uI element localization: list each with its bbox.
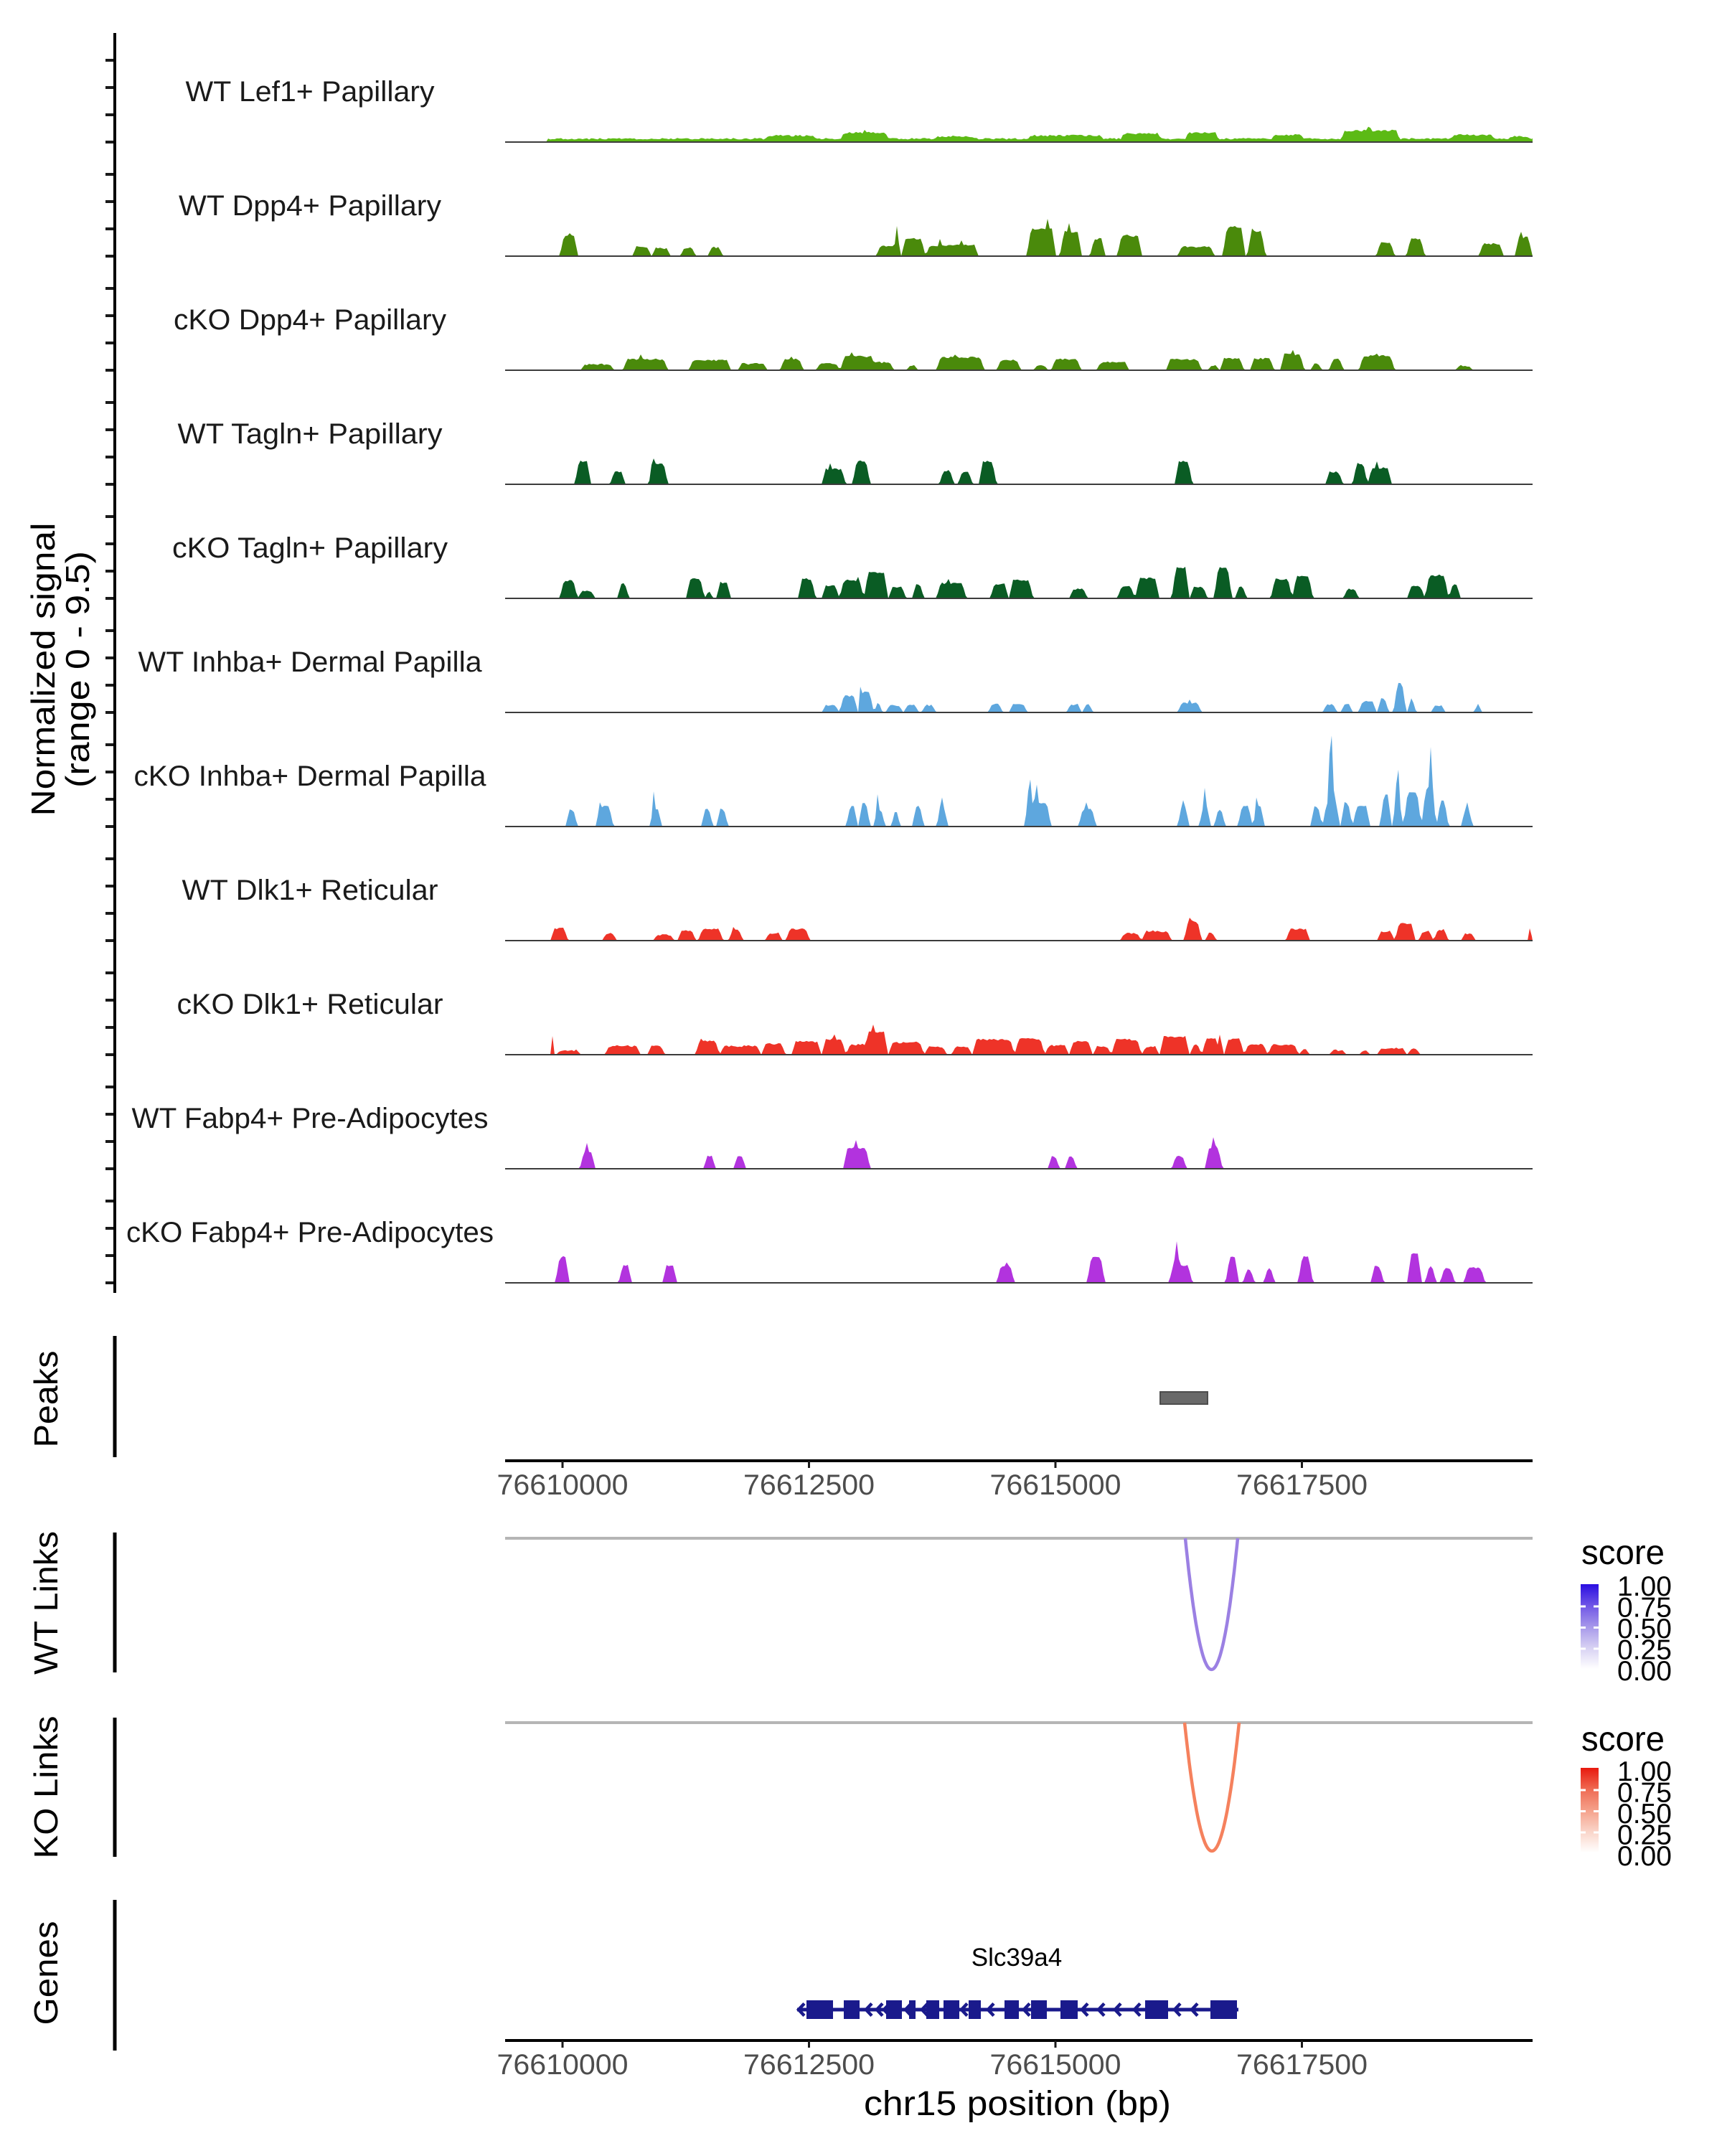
svg-text:WT Links: WT Links [27, 1531, 65, 1675]
svg-text:Normalized signal: Normalized signal [24, 523, 62, 816]
svg-text:0.50: 0.50 [1617, 1799, 1672, 1830]
svg-text:Peaks: Peaks [27, 1351, 65, 1448]
svg-text:Slc39a4: Slc39a4 [971, 1944, 1062, 1972]
svg-text:76617500: 76617500 [1236, 2049, 1368, 2081]
svg-text:76612500: 76612500 [743, 2049, 875, 2081]
svg-text:chr15 position (bp): chr15 position (bp) [864, 2085, 1171, 2123]
svg-text:WT Lef1+ Papillary: WT Lef1+ Papillary [186, 76, 435, 108]
svg-text:76617500: 76617500 [1236, 1469, 1368, 1501]
svg-text:1.00: 1.00 [1617, 1571, 1672, 1602]
svg-text:0.50: 0.50 [1617, 1614, 1672, 1644]
svg-text:(range 0 - 9.5): (range 0 - 9.5) [59, 551, 96, 788]
svg-text:cKO Inhba+ Dermal Papilla: cKO Inhba+ Dermal Papilla [134, 761, 487, 792]
svg-text:WT Inhba+ Dermal Papilla: WT Inhba+ Dermal Papilla [138, 646, 483, 678]
svg-text:76610000: 76610000 [497, 1469, 629, 1501]
svg-text:WT Tagln+ Papillary: WT Tagln+ Papillary [178, 418, 443, 450]
svg-text:score: score [1581, 1720, 1665, 1759]
svg-text:WT Fabp4+ Pre-Adipocytes: WT Fabp4+ Pre-Adipocytes [132, 1103, 489, 1134]
svg-text:0.25: 0.25 [1617, 1820, 1672, 1851]
svg-text:0.00: 0.00 [1617, 1656, 1672, 1687]
svg-text:cKO Fabp4+ Pre-Adipocytes: cKO Fabp4+ Pre-Adipocytes [126, 1217, 494, 1248]
svg-text:0.00: 0.00 [1617, 1841, 1672, 1872]
svg-text:76610000: 76610000 [497, 2049, 629, 2081]
svg-text:score: score [1581, 1534, 1665, 1572]
svg-text:cKO Dlk1+ Reticular: cKO Dlk1+ Reticular [177, 989, 443, 1020]
svg-text:cKO Tagln+ Papillary: cKO Tagln+ Papillary [172, 532, 448, 564]
svg-text:0.75: 0.75 [1617, 1593, 1672, 1624]
svg-text:0.25: 0.25 [1617, 1635, 1672, 1666]
svg-text:WT Dlk1+ Reticular: WT Dlk1+ Reticular [182, 875, 438, 906]
svg-text:KO Links: KO Links [27, 1716, 65, 1859]
svg-text:76612500: 76612500 [743, 1469, 875, 1501]
svg-text:0.75: 0.75 [1617, 1778, 1672, 1809]
svg-text:cKO Dpp4+ Papillary: cKO Dpp4+ Papillary [174, 304, 446, 336]
svg-text:WT Dpp4+ Papillary: WT Dpp4+ Papillary [179, 190, 441, 222]
svg-text:Genes: Genes [27, 1921, 65, 2025]
svg-text:1.00: 1.00 [1617, 1756, 1672, 1787]
svg-text:76615000: 76615000 [990, 1469, 1121, 1501]
svg-text:76615000: 76615000 [990, 2049, 1121, 2081]
